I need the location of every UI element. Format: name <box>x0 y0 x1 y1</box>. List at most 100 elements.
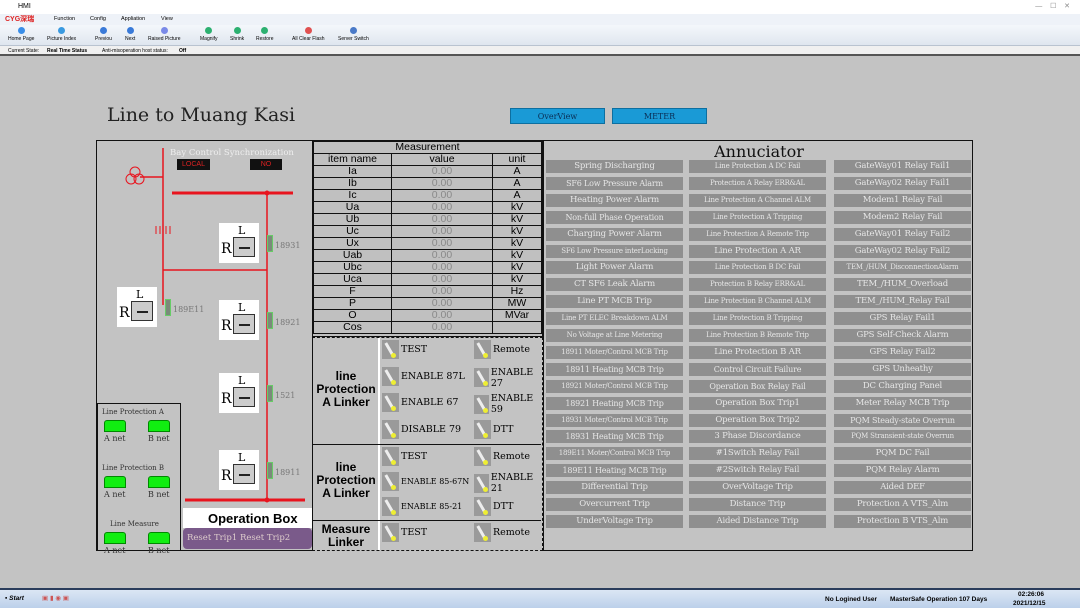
disconnector-indicator[interactable] <box>267 385 273 402</box>
disconnector-indicator[interactable] <box>267 312 273 329</box>
reset-trip2-button[interactable]: Reset Trip2 <box>239 533 291 543</box>
toolbar-button-picture-index[interactable]: Picture Index <box>47 27 76 42</box>
toolbar-button-all-clear-flash[interactable]: All Clear Flash <box>292 27 325 42</box>
net-group-title: Line Measure <box>110 520 159 528</box>
annunciator-lamp: SF6 Low Pressure Alarm <box>546 176 683 190</box>
col-header: value <box>391 153 493 166</box>
toolbar-button-magnify[interactable]: Magnify <box>200 27 218 42</box>
annunciator-lamp: GPS Self-Check Alarm <box>834 329 971 342</box>
item-name: Uca <box>313 273 392 286</box>
value: 0.00 <box>391 213 493 226</box>
linker-switch[interactable]: ENABLE 27 <box>474 367 541 389</box>
toolbar-button-next[interactable]: Next <box>125 27 135 42</box>
annunciator-lamp: Line Protection A Channel ALM <box>689 193 826 207</box>
annunciator-lamp: Line Protection B Channel ALM <box>689 295 826 309</box>
annunciator-lamp: GateWay01 Relay Fail1 <box>834 160 971 173</box>
annunciator-lamp: Line PT ELEC Breakdown ALM <box>546 312 683 326</box>
menu-function[interactable]: Function <box>54 16 76 22</box>
window-controls[interactable]: — ☐ ✕ <box>1035 3 1070 10</box>
annunciator-lamp: CT SF6 Leak Alarm <box>546 278 683 292</box>
linker-switch[interactable]: Remote <box>474 447 530 466</box>
annunciator-lamp: Line Protection B Remote Trip <box>689 329 826 342</box>
unit: kV <box>492 249 542 262</box>
operation-box-title: Operation Box <box>183 508 312 528</box>
sync-indicator[interactable]: NO <box>250 159 282 170</box>
annunciator-lamp: Modem2 Relay Fail <box>834 210 971 224</box>
linker-label: TEST <box>401 344 428 355</box>
linker-switch[interactable]: DTT <box>474 419 513 439</box>
linker-key-icon <box>474 523 491 542</box>
value: 0.00 <box>391 165 493 178</box>
toolbar-icon <box>233 27 241 34</box>
linker-switch[interactable]: ENABLE 87L <box>382 366 465 386</box>
toolbar-icon <box>99 27 107 34</box>
linker-switch[interactable]: TEST <box>382 523 427 542</box>
remote-label: R <box>221 468 232 484</box>
linker-key-icon <box>382 393 399 412</box>
linker-switch[interactable]: DTT <box>474 497 513 516</box>
toolbar-button-raised-picture[interactable]: Raised Picture <box>148 27 181 42</box>
meter-button[interactable]: METER <box>612 108 707 124</box>
toolbar-button-home-page[interactable]: Home Page <box>8 27 34 42</box>
linker-switch[interactable]: TEST <box>382 340 427 359</box>
quick-launch-icons[interactable]: ▣ ▮ ◉ ▣ <box>42 595 69 602</box>
switch-handle-icon <box>131 301 153 321</box>
linker-key-icon <box>382 472 399 491</box>
linker-switch[interactable]: DISABLE 79 <box>382 419 461 439</box>
value: 0.00 <box>391 309 493 322</box>
start-button[interactable]: ▪ Start <box>5 595 24 602</box>
value: 0.00 <box>391 177 493 190</box>
disconnector-indicator[interactable] <box>267 462 273 479</box>
network-port-b-icon <box>148 476 170 488</box>
toolbar-label: Previou <box>95 36 112 42</box>
linker-switch[interactable]: TEST <box>382 447 427 466</box>
value: 0.00 <box>391 189 493 202</box>
toolbar-label: Shrink <box>230 36 245 42</box>
remote-label: R <box>221 318 232 334</box>
linker-key-icon <box>382 419 399 439</box>
toolbar-button-shrink[interactable]: Shrink <box>230 27 244 42</box>
measurement-row: O 0.00 MVar <box>313 309 542 322</box>
item-name: Ia <box>313 165 392 178</box>
handle-icon <box>239 324 250 326</box>
linker-switch[interactable]: ENABLE 21 <box>474 472 541 494</box>
net-group-title: Line Protection A <box>102 408 164 416</box>
annunciator-lamp: TEM_/HUM_DisconnectionAlarm <box>834 261 971 275</box>
linker-switch[interactable]: ENABLE 67 <box>382 393 458 412</box>
disconnector-indicator[interactable] <box>267 235 273 252</box>
disconnector-indicator[interactable] <box>165 299 171 316</box>
toolbar-button-restore[interactable]: Restore <box>256 27 274 42</box>
toolbar-button-previou[interactable]: Previou <box>95 27 112 42</box>
menu-config[interactable]: Config <box>90 16 106 22</box>
switch-handle-icon <box>233 314 255 334</box>
toolbar-icon <box>304 27 312 34</box>
menu-application[interactable]: Appliation <box>121 16 146 22</box>
linker-switch[interactable]: Remote <box>474 523 530 542</box>
reset-trip1-button[interactable]: Reset Trip1 <box>187 533 238 543</box>
handle-icon <box>239 247 250 249</box>
annunciator-lamp: Protection A VTS_Alm <box>834 498 971 511</box>
linker-switch[interactable]: ENABLE 59 <box>474 393 541 415</box>
annunciator-panel: Annuciator Spring Discharging SF6 Low Pres… <box>543 140 973 551</box>
local-indicator[interactable]: LOCAL <box>177 159 210 170</box>
annunciator-lamp: Spring Discharging <box>546 160 683 173</box>
linker-switch[interactable]: ENABLE 85-67N <box>382 472 469 491</box>
overview-button[interactable]: OverView <box>510 108 605 124</box>
value: 0.00 <box>391 261 493 274</box>
menu-view[interactable]: View <box>161 16 173 22</box>
value: 0.00 <box>391 285 493 298</box>
linker-switch[interactable]: ENABLE 85-21 <box>382 497 462 516</box>
reset-buttons: Reset Trip1 Reset Trip2 <box>183 528 312 549</box>
toolbar-label: Home Page <box>8 36 35 42</box>
linker-label: Remote <box>493 451 530 462</box>
value: 0.00 <box>391 201 493 214</box>
linker-switch[interactable]: Remote <box>474 340 530 359</box>
net-b-label: B net <box>148 490 170 499</box>
linker-label: Remote <box>493 344 530 355</box>
toolbar-button-server-switch[interactable]: Server Switch <box>338 27 369 42</box>
